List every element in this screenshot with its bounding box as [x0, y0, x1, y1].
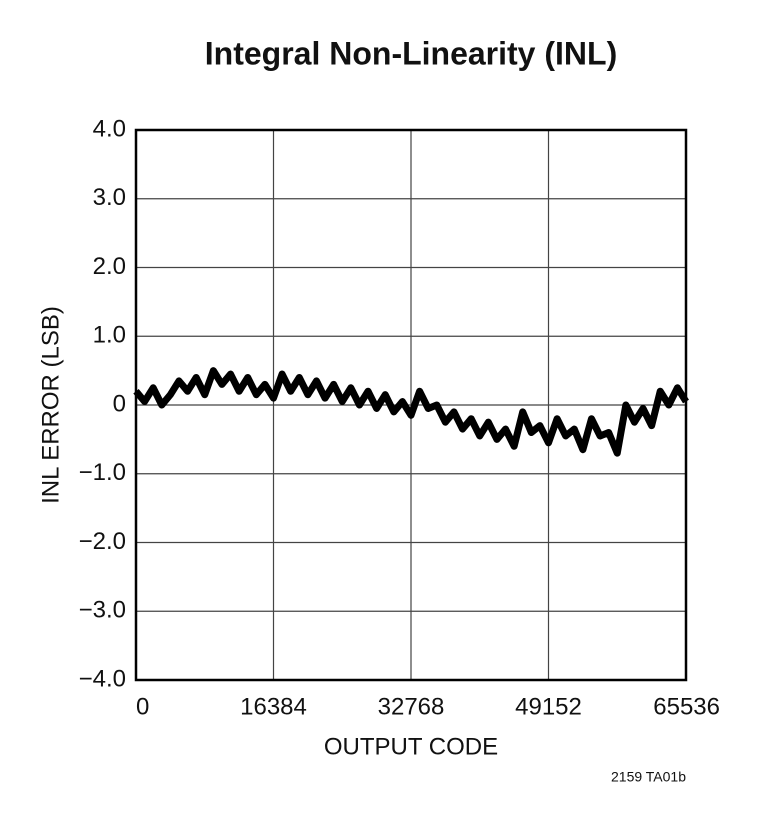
- y-tick-label: −2.0: [79, 528, 126, 555]
- x-tick-label: 49152: [515, 693, 582, 720]
- chart-title: Integral Non-Linearity (INL): [205, 35, 617, 71]
- y-axis-label: INL ERROR (LSB): [37, 306, 64, 504]
- y-tick-label: −3.0: [79, 597, 126, 624]
- plot-frame: [134, 128, 688, 682]
- x-tick-label: 16384: [240, 693, 307, 720]
- y-tick-label: 2.0: [93, 253, 126, 280]
- y-tick-label: 3.0: [93, 184, 126, 211]
- figure-code: 2159 TA01b: [611, 769, 686, 785]
- x-tick-label: 32768: [378, 693, 445, 720]
- inl-line: [133, 367, 689, 457]
- x-tick-label: 0: [136, 693, 149, 720]
- y-tick-label: −1.0: [79, 459, 126, 486]
- y-tick-label: 1.0: [93, 322, 126, 349]
- y-tick-label: −4.0: [79, 665, 126, 692]
- y-tick-label: 0: [113, 390, 126, 417]
- x-tick-label: 65536: [653, 693, 720, 720]
- x-axis-label: OUTPUT CODE: [324, 733, 498, 760]
- y-tick-label: 4.0: [93, 115, 126, 142]
